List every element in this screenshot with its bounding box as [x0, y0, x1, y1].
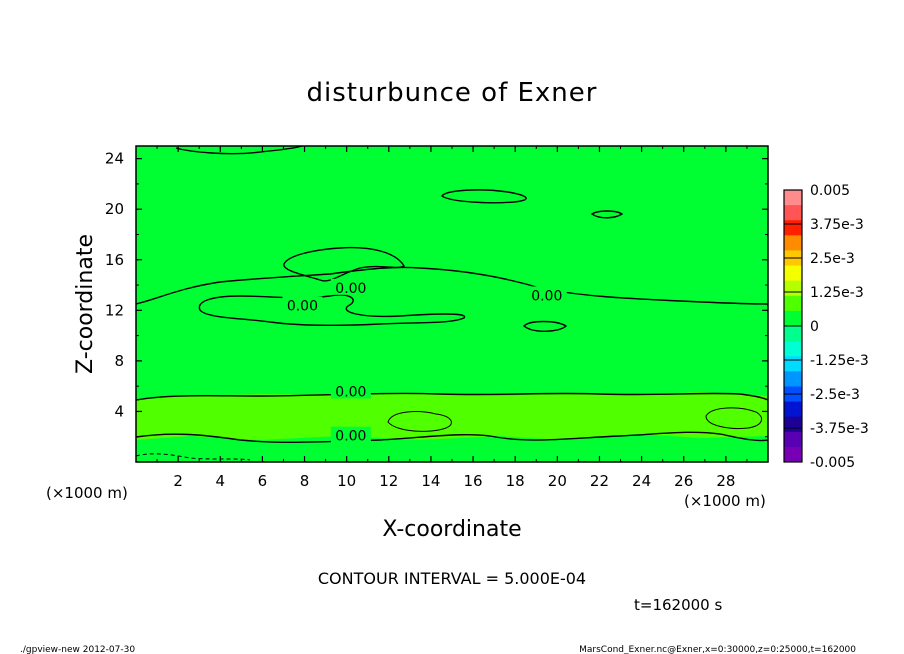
- colorbar-swatch: [784, 205, 802, 221]
- footer-left-text: ./gpview-new 2012-07-30: [20, 645, 135, 654]
- colorbar-label: 0.005: [810, 183, 850, 199]
- x-tick-label: 18: [506, 472, 525, 490]
- contour-line: [590, 210, 624, 219]
- contour-line: [283, 246, 405, 282]
- field-positive-patch: [706, 407, 762, 429]
- contour-line: [705, 407, 763, 429]
- colorbar-swatch: [784, 431, 802, 448]
- colorbar-swatch: [784, 326, 802, 342]
- colorbar-swatch: [784, 341, 802, 357]
- x-tick-label: 12: [379, 472, 398, 490]
- x-tick-label: 26: [674, 472, 693, 490]
- y-tick-label: 20: [105, 200, 124, 218]
- y-axis: 4 8 12 16 20 24: [105, 150, 768, 438]
- x-tick-label: 2: [173, 472, 183, 490]
- contour-line: [441, 189, 527, 204]
- y-tick-label: 16: [105, 251, 124, 269]
- contour-label-bg: [526, 286, 567, 303]
- colorbar: 0.005 3.75e-3 2.5e-3 1.25e-3 0 -1.25e-3 -2.5e-…: [783, 183, 869, 471]
- colorbar-label: -1.25e-3: [810, 353, 869, 369]
- colorbar-label: 1.25e-3: [810, 285, 864, 301]
- x-tick-label: 28: [716, 472, 735, 490]
- colorbar-swatch: [784, 356, 802, 372]
- contour-line: [135, 392, 769, 401]
- x-tick-label: 10: [337, 472, 356, 490]
- field-positive-band: [136, 392, 768, 440]
- colorbar-swatch: [784, 310, 802, 327]
- x-axis: 2 4 6 8 10 12 14 16 18 20 22 24 26 28: [156, 146, 748, 490]
- x-tick-label: 16: [464, 472, 483, 490]
- contour-label: 0.00: [335, 281, 366, 297]
- colorbar-label: -2.5e-3: [810, 387, 860, 403]
- colorbar-label: 2.5e-3: [810, 251, 855, 267]
- colorbar-label: 0: [810, 319, 819, 335]
- colorbar-swatch: [784, 416, 802, 433]
- y-tick-label: 12: [105, 301, 124, 319]
- colorbar-label: -3.75e-3: [810, 421, 869, 437]
- contour-interval-text: CONTOUR INTERVAL = 5.000E-04: [318, 569, 586, 588]
- contour-label: 0.00: [287, 299, 318, 315]
- footer-right-text: MarsCond_Exner.nc@Exner,x=0:30000,z=0:25…: [579, 645, 856, 654]
- x-tick-label: 20: [548, 472, 567, 490]
- colorbar-swatch: [784, 190, 802, 206]
- y-tick-label: 4: [114, 402, 124, 420]
- colorbar-swatch: [784, 220, 802, 236]
- x-tick-label: 24: [632, 472, 651, 490]
- colorbar-swatch: [784, 280, 802, 297]
- x-tick-label: 22: [590, 472, 609, 490]
- colorbar-swatch: [784, 401, 802, 418]
- contour-line: [522, 320, 568, 332]
- contour-line: [175, 145, 303, 155]
- time-text: t=162000 s: [634, 596, 722, 614]
- x-tick-label: 4: [215, 472, 225, 490]
- x-unit-right: (×1000 m): [684, 492, 766, 510]
- colorbar-swatch: [784, 371, 802, 387]
- field-positive-patch: [388, 411, 452, 432]
- contour-label-bg: [282, 296, 323, 313]
- contour-label-bg: [330, 382, 371, 399]
- y-tick-label: 8: [114, 352, 124, 370]
- contour-label: 0.00: [531, 288, 562, 304]
- contour-line: [198, 294, 466, 326]
- contour-label-bg: [330, 278, 371, 295]
- colorbar-label: -0.005: [810, 455, 855, 471]
- x-axis-label: X-coordinate: [382, 517, 521, 542]
- contour-line-dashed: [135, 453, 251, 461]
- colorbar-swatch: [784, 265, 802, 282]
- contour-line: [135, 266, 769, 305]
- x-tick-label: 6: [258, 472, 268, 490]
- y-axis-label: Z-coordinate: [73, 234, 98, 374]
- contour-label-bg: [330, 426, 371, 443]
- chart-title: disturbunce of Exner: [307, 78, 598, 108]
- x-tick-label: 14: [421, 472, 440, 490]
- colorbar-swatch: [784, 446, 802, 463]
- contour-label: 0.00: [335, 384, 366, 400]
- x-unit-left: (×1000 m): [46, 484, 128, 502]
- x-tick-label: 8: [300, 472, 310, 490]
- y-tick-label: 24: [105, 150, 124, 168]
- contour-line: [387, 411, 452, 432]
- plot-area: 0.00 0.00 0.00 0.00 0.00: [135, 145, 769, 463]
- colorbar-swatch: [784, 295, 802, 312]
- colorbar-swatch: [784, 235, 802, 251]
- contour-line: [135, 431, 769, 444]
- contour-label: 0.00: [335, 429, 366, 445]
- colorbar-label: 3.75e-3: [810, 217, 864, 233]
